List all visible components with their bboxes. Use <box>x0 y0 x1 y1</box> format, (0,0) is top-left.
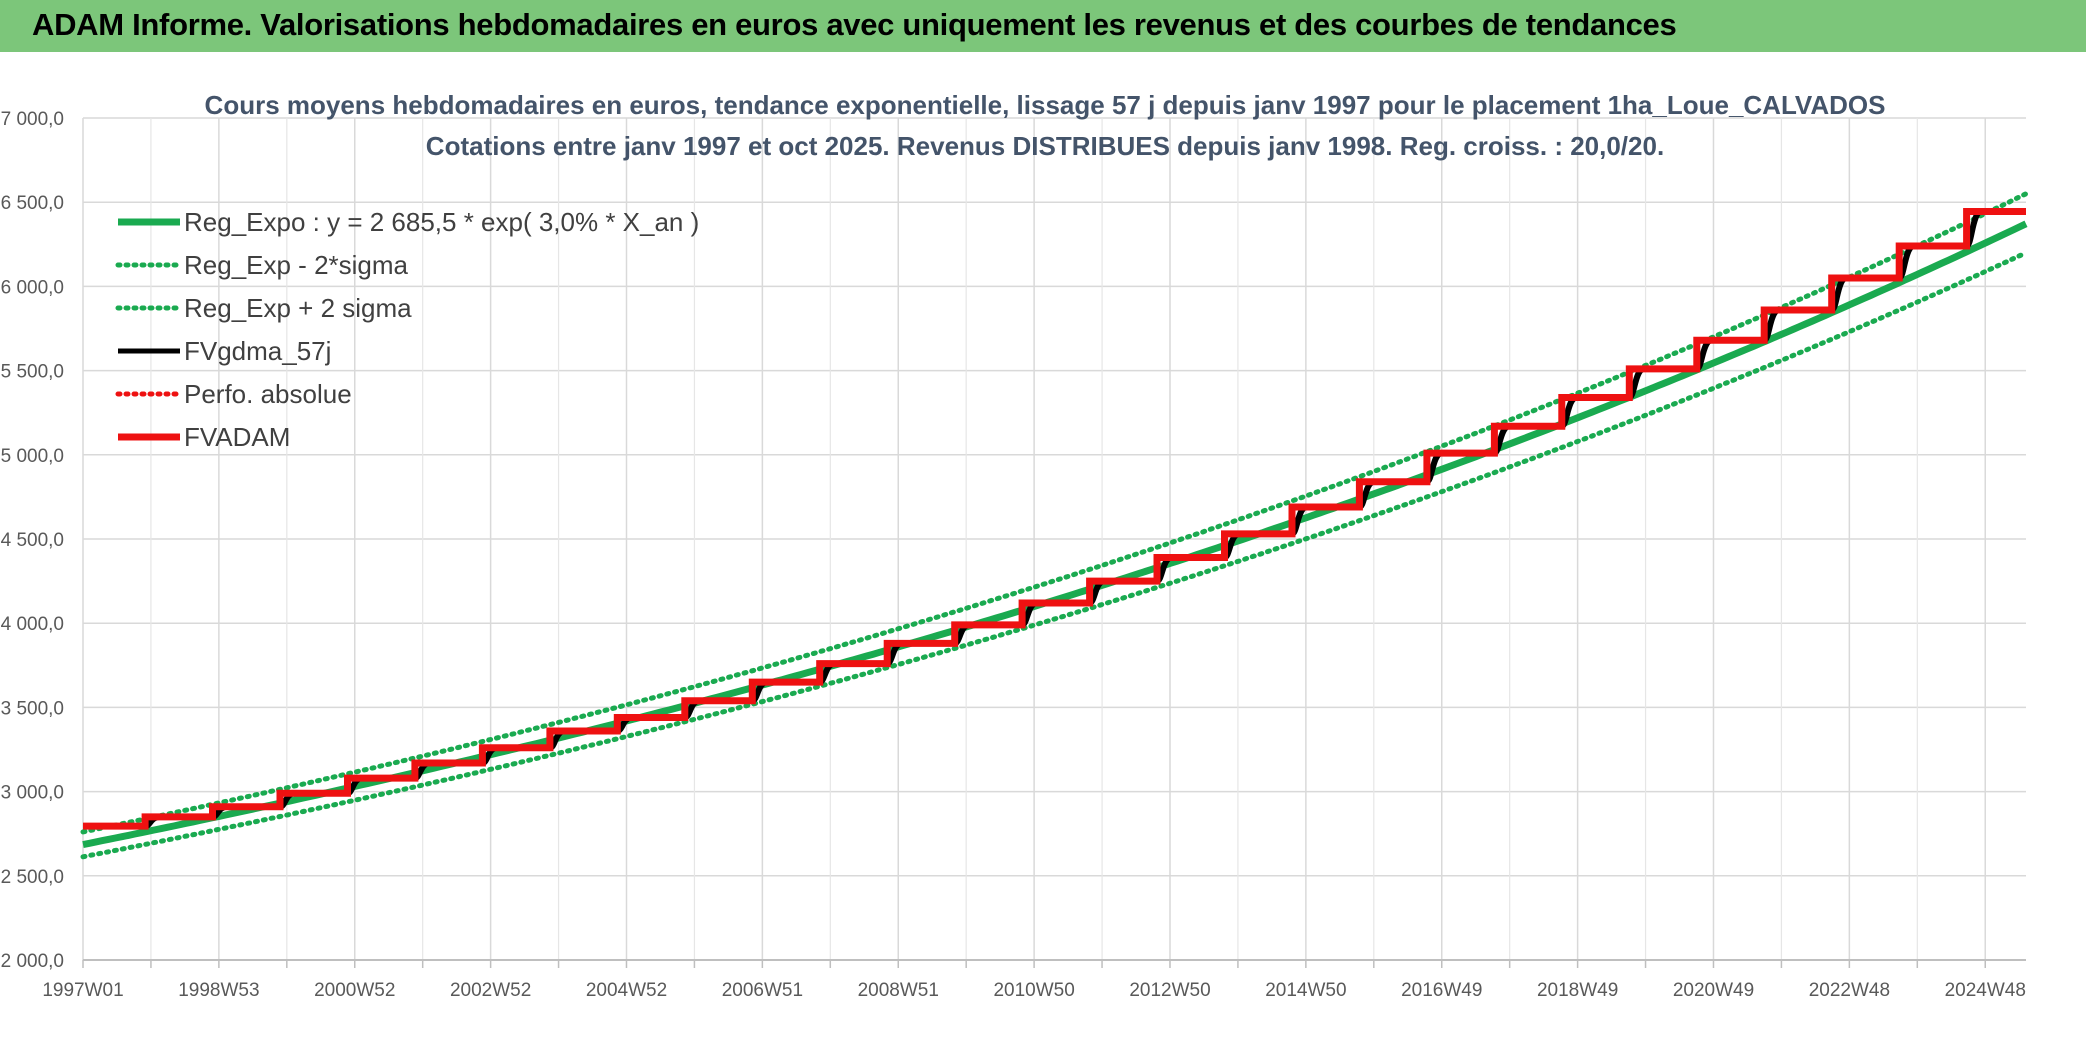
y-tick-label: 3 000,0 <box>1 783 64 804</box>
legend-label: Reg_Exp + 2 sigma <box>184 293 412 323</box>
legend-label: Reg_Exp - 2*sigma <box>184 250 409 280</box>
reg-minus-2sigma-line <box>80 250 2029 860</box>
x-tick-label: 2012W50 <box>1129 980 1210 1001</box>
x-tick-label: 2006W51 <box>722 980 803 1001</box>
x-tick-label: 1998W53 <box>178 980 259 1001</box>
x-tick-label: 2020W49 <box>1673 980 1754 1001</box>
y-tick-label: 6 000,0 <box>1 277 64 298</box>
series-layer <box>80 191 2029 860</box>
legend-label: Perfo. absolue <box>184 379 352 409</box>
chart-title-line2: Cotations entre janv 1997 et oct 2025. R… <box>426 131 1664 161</box>
page-title: ADAM Informe. Valorisations hebdomadaire… <box>32 7 1677 42</box>
legend-label: FVADAM <box>184 422 290 452</box>
x-tick-label: 2008W51 <box>858 980 939 1001</box>
y-tick-label: 6 500,0 <box>1 193 64 214</box>
y-tick-label: 2 000,0 <box>1 951 64 972</box>
x-tick-label: 2000W52 <box>314 980 395 1001</box>
x-tick-label: 1997W01 <box>42 980 123 1001</box>
y-axis-ticks: 2 000,0 2 500,0 3 000,0 3 500,0 4 000,0 4 500… <box>1 109 64 972</box>
x-tick-label: 2022W48 <box>1809 980 1890 1001</box>
chart: 2 000,0 2 500,0 3 000,0 3 500,0 4 000,0 4 500… <box>0 52 2086 1037</box>
y-tick-label: 5 500,0 <box>1 362 64 383</box>
x-axis-ticks: 1997W01 1998W53 2000W52 2002W52 2004W52 2006W… <box>42 980 2026 1001</box>
y-tick-label: 4 000,0 <box>1 614 64 635</box>
y-tick-label: 7 000,0 <box>1 109 64 130</box>
legend-label: FVgdma_57j <box>184 336 331 366</box>
x-tick-label: 2014W50 <box>1265 980 1346 1001</box>
x-tick-label: 2024W48 <box>1945 980 2026 1001</box>
x-tick-label: 2004W52 <box>586 980 667 1001</box>
gridlines <box>82 117 2026 968</box>
legend: Reg_Expo : y = 2 685,5 * exp( 3,0% * X_a… <box>115 207 699 452</box>
x-tick-label: 2018W49 <box>1537 980 1618 1001</box>
y-tick-label: 3 500,0 <box>1 698 64 719</box>
x-tick-label: 2016W49 <box>1401 980 1482 1001</box>
y-tick-label: 4 500,0 <box>1 530 64 551</box>
chart-background <box>0 52 2086 1037</box>
fvadam-line <box>83 208 2026 830</box>
x-tick-label: 2010W50 <box>993 980 1074 1001</box>
x-tick-label: 2002W52 <box>450 980 531 1001</box>
chart-title-line1: Cours moyens hebdomadaires en euros, ten… <box>205 90 1886 120</box>
y-tick-label: 5 000,0 <box>1 446 64 467</box>
header-bar: ADAM Informe. Valorisations hebdomadaire… <box>0 0 2086 54</box>
legend-label: Reg_Expo : y = 2 685,5 * exp( 3,0% * X_a… <box>184 207 699 237</box>
y-tick-label: 2 500,0 <box>1 867 64 888</box>
